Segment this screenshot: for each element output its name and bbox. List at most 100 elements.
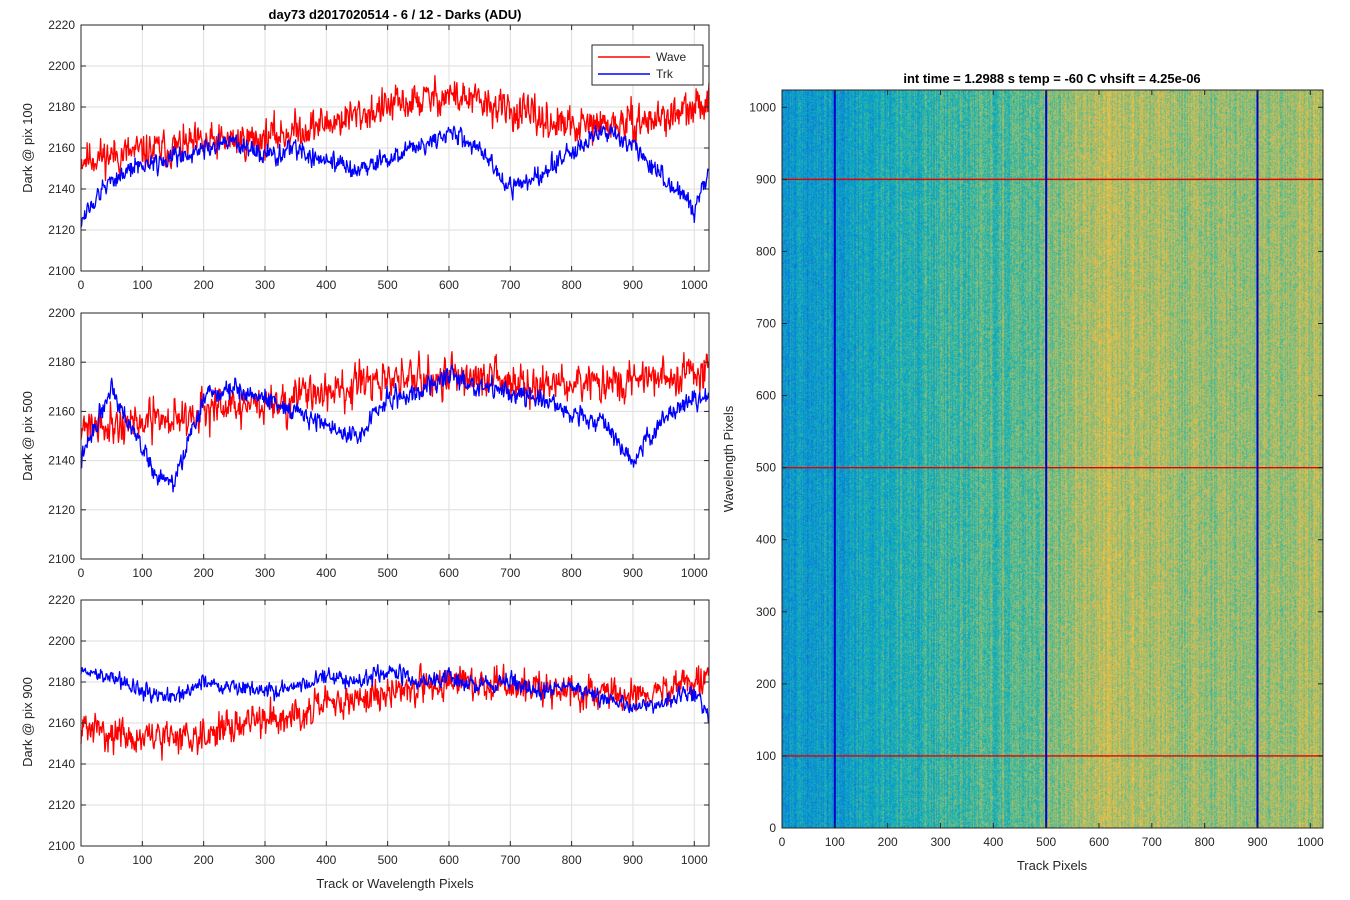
series-line-wave <box>80 75 710 182</box>
y-tick-label: 2200 <box>48 59 75 73</box>
x-tick-label: 1000 <box>681 853 708 867</box>
x-tick-label: 700 <box>500 566 520 580</box>
y-tick-label: 2100 <box>48 839 75 853</box>
x-tick-label: 200 <box>878 835 898 849</box>
chart-title: day73 d2017020514 - 6 / 12 - Darks (ADU) <box>269 7 522 22</box>
x-axis-label: Track Pixels <box>1017 858 1088 873</box>
y-tick-label: 600 <box>756 389 776 403</box>
x-tick-label: 0 <box>78 566 85 580</box>
y-tick-label: 0 <box>769 821 776 835</box>
series-line-wave <box>80 662 710 761</box>
y-tick-label: 2180 <box>48 100 75 114</box>
y-tick-label: 100 <box>756 749 776 763</box>
x-tick-label: 600 <box>439 278 459 292</box>
y-tick-label: 400 <box>756 533 776 547</box>
y-tick-label: 800 <box>756 244 776 258</box>
x-tick-label: 800 <box>1195 835 1215 849</box>
series-line-trk <box>80 125 710 228</box>
x-tick-label: 800 <box>562 853 582 867</box>
x-tick-label: 1000 <box>681 566 708 580</box>
x-tick-label: 300 <box>255 853 275 867</box>
x-tick-label: 0 <box>779 835 786 849</box>
x-tick-label: 0 <box>78 853 85 867</box>
legend-box <box>591 44 704 86</box>
x-tick-label: 1000 <box>1297 835 1324 849</box>
x-tick-label: 500 <box>378 853 398 867</box>
x-axis-label: Track or Wavelength Pixels <box>316 876 474 891</box>
x-tick-label: 200 <box>194 853 214 867</box>
y-axis-label: Dark @ pix 100 <box>20 103 35 193</box>
y-axis-label: Wavelength Pixels <box>721 405 736 512</box>
line-panel-pix-900: Dark @ pix 900 Track or Wavelength Pixel… <box>20 593 710 891</box>
heatmap-panel: int time = 1.2988 s temp = -60 C vhsift … <box>721 71 1324 873</box>
y-tick-label: 700 <box>756 317 776 331</box>
y-tick-label: 2180 <box>48 355 75 369</box>
y-axis-label: Dark @ pix 900 <box>20 677 35 767</box>
x-tick-label: 400 <box>316 853 336 867</box>
y-tick-label: 2220 <box>48 18 75 32</box>
y-tick-label: 2160 <box>48 716 75 730</box>
y-tick-label: 2100 <box>48 264 75 278</box>
x-tick-label: 600 <box>439 853 459 867</box>
x-tick-label: 400 <box>316 278 336 292</box>
x-tick-label: 900 <box>623 853 643 867</box>
x-tick-label: 700 <box>1142 835 1162 849</box>
x-tick-label: 300 <box>930 835 950 849</box>
y-tick-label: 200 <box>756 677 776 691</box>
x-tick-label: 100 <box>132 853 152 867</box>
y-tick-label: 2120 <box>48 503 75 517</box>
x-tick-label: 500 <box>1036 835 1056 849</box>
y-tick-label: 2200 <box>48 306 75 320</box>
legend: Wave Trk <box>591 44 704 86</box>
y-tick-label: 2140 <box>48 757 75 771</box>
x-tick-label: 300 <box>255 566 275 580</box>
x-tick-label: 700 <box>500 853 520 867</box>
x-tick-label: 400 <box>316 566 336 580</box>
legend-label-trk: Trk <box>656 67 674 81</box>
x-tick-label: 0 <box>78 278 85 292</box>
y-tick-label: 2200 <box>48 634 75 648</box>
x-tick-label: 100 <box>132 566 152 580</box>
y-tick-label: 900 <box>756 172 776 186</box>
y-tick-label: 2100 <box>48 552 75 566</box>
series-line-trk <box>80 663 710 724</box>
line-panel-pix-100: day73 d2017020514 - 6 / 12 - Darks (ADU)… <box>20 7 710 292</box>
y-tick-label: 1000 <box>749 100 776 114</box>
axes-box <box>781 89 1324 829</box>
x-tick-label: 300 <box>255 278 275 292</box>
axes-box <box>80 312 710 560</box>
y-tick-label: 300 <box>756 605 776 619</box>
x-tick-label: 1000 <box>681 278 708 292</box>
heatmap-image <box>782 90 1323 828</box>
heatmap-title: int time = 1.2988 s temp = -60 C vhsift … <box>903 71 1200 86</box>
x-tick-label: 400 <box>983 835 1003 849</box>
x-tick-label: 900 <box>1247 835 1267 849</box>
line-panel-pix-500: Dark @ pix 500 0 100 200 300 400 500 600 700 800… <box>20 306 710 580</box>
x-tick-label: 700 <box>500 278 520 292</box>
x-tick-label: 100 <box>132 278 152 292</box>
x-tick-label: 900 <box>623 566 643 580</box>
x-tick-label: 900 <box>623 278 643 292</box>
x-tick-label: 200 <box>194 278 214 292</box>
series-line-wave <box>80 350 710 446</box>
y-tick-label: 2220 <box>48 593 75 607</box>
y-tick-label: 2140 <box>48 454 75 468</box>
y-tick-label: 2160 <box>48 141 75 155</box>
y-axis-label: Dark @ pix 500 <box>20 391 35 481</box>
y-tick-label: 2160 <box>48 404 75 418</box>
series-line-trk <box>80 364 710 493</box>
legend-label-wave: Wave <box>656 50 687 64</box>
y-tick-label: 2180 <box>48 675 75 689</box>
x-tick-label: 500 <box>378 278 398 292</box>
x-tick-label: 800 <box>562 566 582 580</box>
x-tick-label: 600 <box>1089 835 1109 849</box>
x-tick-label: 100 <box>825 835 845 849</box>
x-tick-label: 200 <box>194 566 214 580</box>
x-tick-label: 600 <box>439 566 459 580</box>
x-tick-label: 500 <box>378 566 398 580</box>
y-tick-label: 2120 <box>48 223 75 237</box>
y-tick-label: 2140 <box>48 182 75 196</box>
y-tick-label: 2120 <box>48 798 75 812</box>
x-tick-label: 800 <box>562 278 582 292</box>
